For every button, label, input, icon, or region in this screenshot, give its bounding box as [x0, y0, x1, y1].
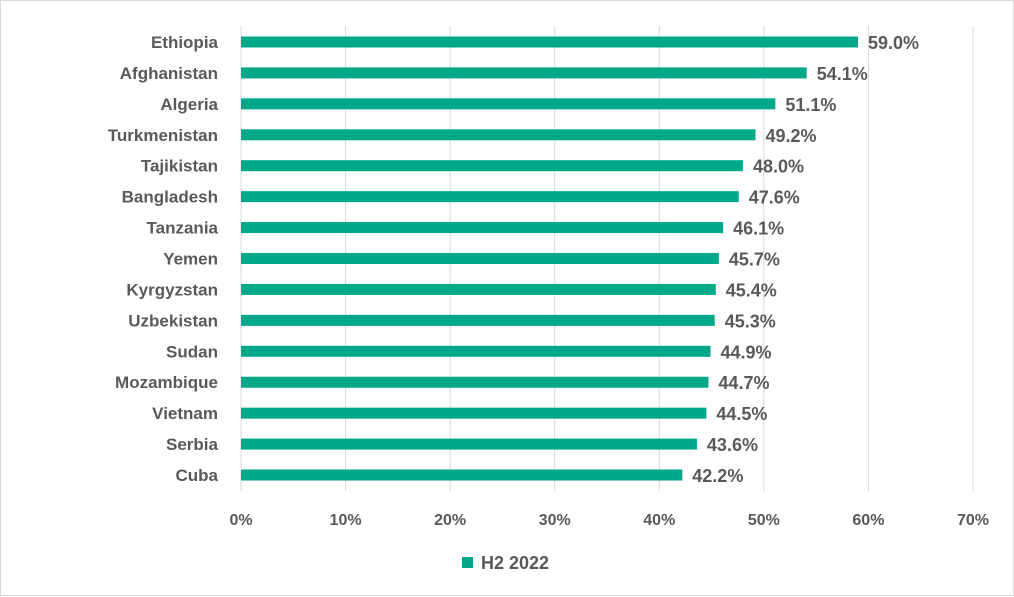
- bar: [241, 314, 715, 326]
- x-tick-label: 20%: [434, 512, 466, 529]
- data-label: 44.7%: [718, 373, 769, 393]
- category-label: Cuba: [176, 466, 219, 485]
- category-label: Vietnam: [152, 404, 218, 423]
- data-label: 49.2%: [765, 126, 816, 146]
- data-label: 44.5%: [716, 404, 767, 424]
- bar: [241, 283, 716, 295]
- category-label: Uzbekistan: [128, 311, 218, 330]
- x-tick-label: 40%: [643, 512, 675, 529]
- category-label: Kyrgyzstan: [126, 280, 218, 299]
- category-label: Serbia: [166, 435, 219, 454]
- bar: [241, 160, 743, 172]
- bar: [241, 438, 697, 450]
- category-label: Ethiopia: [151, 33, 219, 52]
- category-label: Sudan: [166, 342, 218, 361]
- legend-label: H2 2022: [481, 553, 549, 573]
- category-label: Tanzania: [147, 219, 219, 238]
- data-label: 47.6%: [749, 188, 800, 208]
- bar: [241, 222, 724, 234]
- bar: [241, 98, 776, 110]
- data-label: 45.7%: [729, 250, 780, 270]
- category-label: Afghanistan: [120, 64, 218, 83]
- data-label: 48.0%: [753, 157, 804, 177]
- category-label: Bangladesh: [122, 188, 218, 207]
- x-tick-label: 60%: [852, 512, 884, 529]
- category-label: Tajikistan: [141, 157, 218, 176]
- data-label: 43.6%: [707, 435, 758, 455]
- legend-swatch: [462, 557, 473, 568]
- data-label: 42.2%: [692, 466, 743, 486]
- data-label: 45.3%: [725, 311, 776, 331]
- data-label: 51.1%: [785, 95, 836, 115]
- x-tick-label: 10%: [330, 512, 362, 529]
- bar: [241, 407, 707, 419]
- bar: [241, 129, 756, 141]
- x-tick-label: 30%: [539, 512, 571, 529]
- bar: [241, 345, 711, 357]
- bar: [241, 36, 858, 48]
- data-label: 45.4%: [726, 280, 777, 300]
- bar: [241, 469, 683, 481]
- data-label: 44.9%: [721, 342, 772, 362]
- category-label: Yemen: [163, 250, 218, 269]
- data-label: 54.1%: [817, 64, 868, 84]
- data-label: 59.0%: [868, 33, 919, 53]
- bar: [241, 67, 807, 79]
- bar: [241, 376, 709, 388]
- category-label: Turkmenistan: [108, 126, 218, 145]
- x-tick-label: 0%: [229, 512, 252, 529]
- bar: [241, 191, 739, 203]
- x-tick-label: 50%: [748, 512, 780, 529]
- bar: [241, 253, 719, 265]
- data-label: 46.1%: [733, 219, 784, 239]
- category-label: Algeria: [160, 95, 218, 114]
- x-tick-label: 70%: [957, 512, 989, 529]
- category-label: Mozambique: [115, 373, 218, 392]
